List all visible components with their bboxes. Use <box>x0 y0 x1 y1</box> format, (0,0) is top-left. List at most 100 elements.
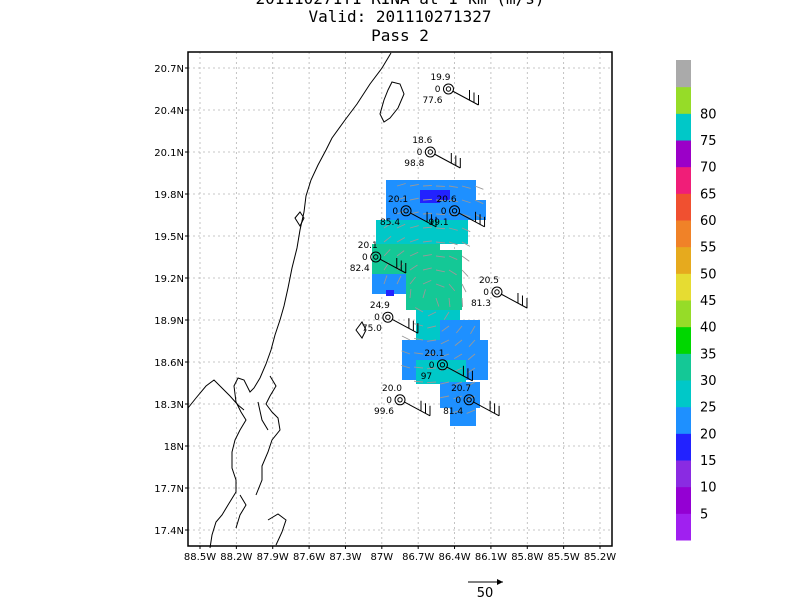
colorbar-label: 25 <box>700 401 717 416</box>
wind-vector <box>401 365 411 369</box>
wind-vector <box>461 255 470 262</box>
colorbar-label: 20 <box>700 427 717 442</box>
station-circle-inner <box>373 254 379 260</box>
colorbar-label: 5 <box>700 507 708 522</box>
x-tick-label: 87W <box>371 552 394 563</box>
observation-station: 20.1 097 <box>421 349 473 382</box>
wind-barb-shaft <box>500 293 528 309</box>
y-axis: 20.7N 20.4N 20.1N 19.8N 19.5N 19.2N 18.9N 18.6N… <box>154 64 188 537</box>
station-value-bottom: 99.6 <box>374 407 394 417</box>
wind-vector <box>454 339 463 346</box>
cozumel-island <box>355 321 367 339</box>
wind-vector <box>468 339 476 348</box>
wind-vector <box>422 267 432 271</box>
wind-vector <box>422 226 433 229</box>
station-circle-inner <box>494 289 500 295</box>
colorbar-label: 55 <box>700 241 717 256</box>
cozumel-island <box>294 211 305 228</box>
station-circle-inner <box>427 149 434 155</box>
station-circle <box>442 83 454 95</box>
wind-vector <box>466 409 476 414</box>
wind-vector <box>435 269 445 273</box>
wind-vector <box>396 237 406 243</box>
observation-station: 20.0 099.6 <box>374 384 431 417</box>
wind-vector <box>422 289 426 299</box>
wind-barb-shaft <box>409 212 437 228</box>
wind-vector <box>466 381 476 387</box>
station-value-bottom: 81.3 <box>471 299 491 309</box>
y-tick-label: 19.2N <box>154 274 184 285</box>
station-circle <box>394 394 406 406</box>
wind-vector <box>409 251 419 257</box>
y-tick-label: 18.6N <box>154 358 184 369</box>
colorbar-label: 75 <box>700 134 717 149</box>
wind-vector <box>409 238 419 243</box>
colorbar-band <box>676 513 691 541</box>
wind-speed-cell <box>416 360 466 384</box>
wind-barb-shaft <box>452 90 479 106</box>
x-axis: 88.5W 88.2W 87.9W 87.6W 87.3W 87W 86.7W 86.4W 86… <box>184 546 616 563</box>
station-value-mid: 0 <box>386 396 392 406</box>
wind-vector <box>409 225 419 229</box>
wind-vector <box>448 241 458 246</box>
wind-vector <box>441 325 450 332</box>
wind-vector <box>453 395 463 400</box>
wind-vector <box>474 199 484 205</box>
wind-vector <box>409 288 412 299</box>
station-value-top: 20.1 <box>424 349 444 359</box>
observation-station: 20.5 081.3 <box>471 276 528 309</box>
cozumel-island <box>379 81 405 123</box>
wind-speed-cell <box>450 406 476 426</box>
wind-vector <box>448 283 456 292</box>
y-tick-label: 17.4N <box>154 526 184 537</box>
wind-vector <box>396 183 406 187</box>
station-circle <box>382 311 394 323</box>
y-tick-label: 20.1N <box>154 148 184 159</box>
wind-vector <box>448 255 458 260</box>
wind-vector <box>461 283 467 293</box>
station-circle-inner <box>397 397 403 403</box>
wind-vector <box>414 323 424 327</box>
x-tick-label: 86.1W <box>475 552 507 563</box>
colorbar-band <box>676 86 691 114</box>
wind-vector <box>401 335 411 341</box>
colorbar-label: 80 <box>700 107 717 122</box>
wind-vector <box>448 185 458 188</box>
wind-barb-shaft <box>434 153 461 169</box>
station-value-bottom: 82.4 <box>350 264 370 274</box>
x-tick-label: 88.2W <box>220 552 252 563</box>
wind-vector <box>435 283 445 288</box>
station-value-top: 19.9 <box>430 73 450 83</box>
colorbar-band <box>676 380 691 408</box>
wind-speed-cell <box>386 290 394 296</box>
observation-station: 18.6 098.8 <box>404 136 461 169</box>
colorbar-legend: 5 10 15 20 25 30 35 40 45 50 55 60 65 70 75 80 <box>676 60 717 541</box>
wind-vector <box>440 381 450 385</box>
wind-vector <box>413 380 424 383</box>
station-circle <box>370 251 382 263</box>
wind-vector <box>426 367 437 370</box>
colorbar-label: 60 <box>700 214 717 229</box>
reference-arrowhead <box>497 579 503 585</box>
station-value-bottom: 81.4 <box>443 407 463 417</box>
wind-vector <box>435 227 446 230</box>
colorbar-label: 45 <box>700 294 717 309</box>
wind-vector <box>414 338 424 341</box>
reference-vector: 50 <box>468 579 503 600</box>
y-tick-label: 19.8N <box>154 190 184 201</box>
station-value-top: 20.1 <box>358 241 378 251</box>
station-value-top: 20.0 <box>382 384 402 394</box>
wind-vector <box>461 297 464 308</box>
colorbar-label: 35 <box>700 347 717 362</box>
colorbar-label: 30 <box>700 374 717 389</box>
wind-vector <box>422 254 432 257</box>
grid-lines <box>188 52 612 546</box>
wind-vector <box>454 353 463 359</box>
wind-vector <box>427 311 437 317</box>
wind-vector <box>470 325 476 335</box>
colorbar-band <box>676 353 691 381</box>
station-value-mid: 0 <box>362 253 368 263</box>
colorbar-band <box>676 246 691 274</box>
wind-vector <box>448 297 451 307</box>
